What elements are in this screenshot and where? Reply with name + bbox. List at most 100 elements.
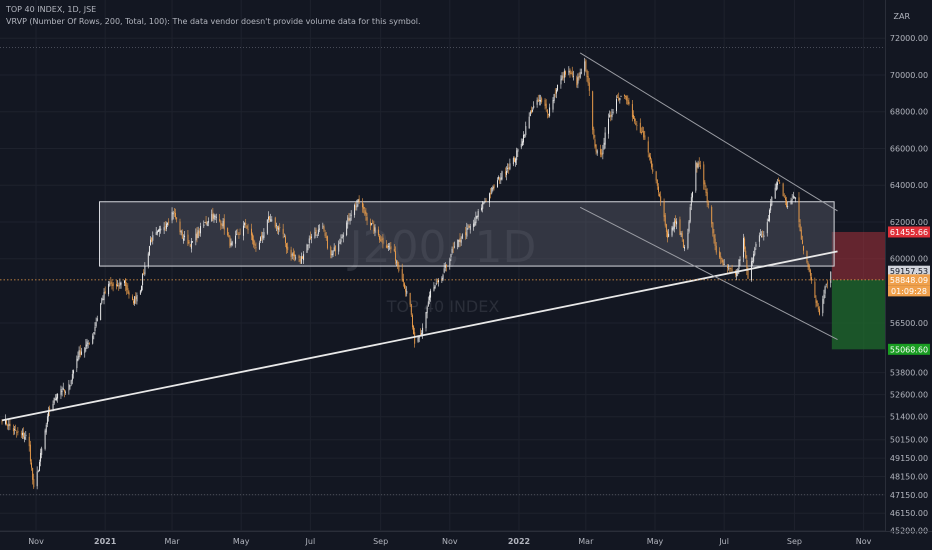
candle-body: [382, 237, 384, 244]
candle-body: [731, 269, 733, 271]
candle-body: [673, 221, 675, 229]
candle-body: [545, 103, 547, 109]
price-label-last-price-bg: [888, 274, 930, 286]
candle-body: [640, 132, 642, 133]
candle-body: [112, 283, 114, 286]
trend-lines[interactable]: [0, 52, 885, 422]
candle-body: [60, 389, 62, 395]
candle-body: [182, 238, 184, 241]
candle-body: [665, 224, 667, 232]
y-tick-label: 53800.00: [890, 369, 928, 378]
take-profit-zone: [831, 279, 885, 350]
candle-body: [473, 223, 475, 227]
candle-body: [586, 70, 588, 78]
price-label-stop-bg: [888, 226, 930, 238]
candle-body: [236, 234, 238, 236]
candle-body: [315, 229, 317, 234]
candle-body: [711, 206, 713, 224]
symbol-title[interactable]: TOP 40 INDEX, 1D, JSE: [6, 5, 97, 14]
candle-body: [28, 436, 30, 447]
candle-body: [332, 250, 334, 255]
candle-body: [258, 242, 260, 250]
candle-body: [499, 177, 501, 181]
candle-body: [238, 234, 240, 235]
candle-body: [118, 285, 120, 287]
candle-body: [616, 99, 617, 112]
candle-body: [357, 199, 359, 203]
candle-body: [171, 211, 173, 221]
candle-body: [755, 243, 757, 247]
candle-body: [623, 94, 625, 96]
candle-body: [127, 288, 129, 294]
candle-body: [628, 101, 630, 105]
candle-body: [189, 244, 191, 247]
candle-body: [766, 222, 768, 234]
candle-body: [164, 226, 166, 228]
candle-body: [477, 211, 479, 217]
candle-body: [438, 279, 439, 283]
candle-body: [394, 251, 396, 261]
y-tick-label: 64000.00: [890, 181, 928, 190]
candle-body: [435, 282, 437, 285]
candle-body: [743, 237, 744, 258]
y-tick-label: 60000.00: [890, 255, 928, 264]
y-tick-label: 56500.00: [890, 319, 928, 328]
candle-body: [9, 423, 11, 427]
candle-body: [167, 223, 169, 225]
candle-body: [317, 229, 319, 234]
candle-body: [747, 269, 749, 279]
candle-body: [37, 470, 39, 472]
candle-body: [46, 416, 48, 425]
candle-body: [393, 248, 395, 252]
candle-body: [125, 278, 127, 287]
candle-body: [531, 110, 532, 113]
candle-body: [141, 285, 142, 291]
candle-body: [667, 231, 668, 238]
candle-body: [659, 194, 661, 197]
candle-body: [269, 216, 271, 221]
candle-body: [237, 233, 239, 235]
candle-body: [580, 72, 582, 74]
candle-body: [712, 222, 714, 234]
price-label-prev-close: 59157.53: [890, 267, 928, 276]
y-tick-label: 66000.00: [890, 144, 928, 153]
candle-body: [753, 253, 755, 262]
candle-body: [389, 247, 391, 249]
candle-body: [571, 72, 573, 76]
y-tick-label: 47150.00: [890, 491, 928, 500]
candle-body: [309, 236, 311, 239]
candle-body: [347, 217, 349, 225]
candle-body: [823, 294, 825, 299]
candle-body: [179, 221, 181, 233]
candle-body: [799, 224, 801, 232]
candle-body: [489, 193, 490, 203]
candle-body: [491, 187, 493, 194]
candle-body: [811, 277, 812, 281]
candle-body: [7, 424, 9, 427]
candle-body: [245, 223, 247, 225]
candle-body: [540, 100, 541, 102]
candle-body: [48, 410, 49, 417]
candle-body: [536, 100, 538, 105]
candle-body: [349, 217, 351, 222]
candle-body: [634, 118, 636, 122]
indicator-legend[interactable]: VRVP (Number Of Rows, 200, Total, 100): …: [6, 17, 421, 26]
candle-body: [355, 206, 357, 208]
candle-body: [790, 200, 792, 205]
candle-body: [541, 98, 543, 103]
candle-body: [816, 300, 818, 307]
candle-body: [156, 231, 158, 234]
time-axis[interactable]: Nov 2021 Mar May Jul Sep Nov 2022 Mar May Jul Sep No…: [0, 531, 932, 547]
candle-body: [467, 227, 469, 229]
candle-body: [650, 156, 651, 160]
candle-body: [144, 265, 146, 275]
candle-body: [340, 239, 342, 243]
candle-body: [563, 70, 565, 78]
candle-body: [578, 76, 580, 78]
candle-body: [165, 223, 167, 229]
candle-body: [697, 163, 699, 168]
candle-body: [410, 304, 412, 315]
candle-body: [333, 247, 335, 251]
candle-body: [760, 234, 761, 236]
